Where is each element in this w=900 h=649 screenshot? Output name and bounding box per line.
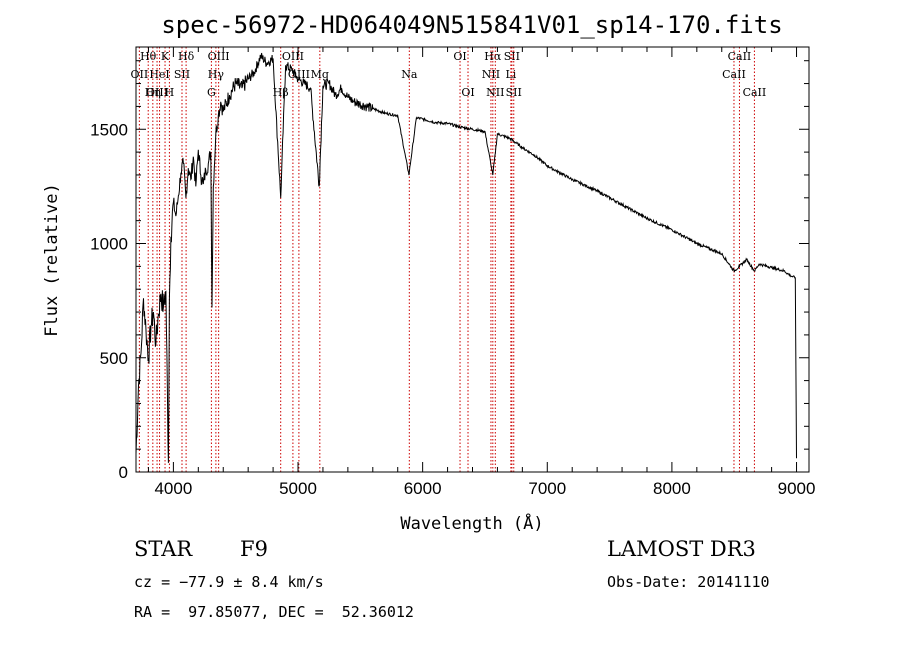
survey-name: LAMOST DR3 xyxy=(607,537,756,561)
spectral-line-label: SII xyxy=(506,86,522,99)
spectral-line-label: OIII xyxy=(146,86,168,99)
spectral-line-label: Mg xyxy=(311,68,329,81)
spectral-line-label: G xyxy=(207,86,216,99)
x-axis-label: Wavelength (Å) xyxy=(400,512,543,534)
spectral-line-label: Na xyxy=(401,68,418,81)
x-tick-label: 4000 xyxy=(154,479,192,498)
spectrum-series-line xyxy=(135,52,797,463)
spectral-line-label: Li xyxy=(505,68,516,81)
spectral-line-label: Hη xyxy=(145,86,161,99)
object-class: STAR xyxy=(134,537,193,561)
x-tick-label: 9000 xyxy=(778,479,816,498)
spectral-line-label: CaII xyxy=(743,86,767,99)
spectral-line-label: CaII xyxy=(728,50,752,63)
axis-ticks-layer: 4000 5000 6000 7000 8000 9000 0 500 1000 1500 xyxy=(90,47,815,498)
spectral-line-label: Hγ xyxy=(208,68,225,81)
spectral-line-label: NII xyxy=(486,86,504,99)
y-tick-label: 0 xyxy=(119,463,128,482)
spectral-line-label: OI xyxy=(453,50,466,63)
y-tick-label: 1000 xyxy=(90,235,128,254)
spectral-line-label: OIII xyxy=(208,50,230,63)
spectral-line-label: Hα xyxy=(484,50,502,63)
spectral-line-label: CaII xyxy=(722,68,746,81)
spectral-line-label: NII xyxy=(482,68,500,81)
redshift-cz: cz = −77.9 ± 8.4 km/s xyxy=(134,573,324,591)
spectral-line-label: H xyxy=(165,86,175,99)
spectrum-chart: spec-56972-HD064049N515841V01_sp14-170.f… xyxy=(42,11,815,534)
plot-frame xyxy=(135,46,810,473)
object-subclass: F9 xyxy=(240,537,268,561)
y-tick-label: 1500 xyxy=(90,120,128,139)
spectral-line-label: Hθ xyxy=(140,50,157,63)
y-axis-label: Flux (relative) xyxy=(42,183,62,337)
spectral-line-label: HeI xyxy=(149,68,169,81)
observation-date: Obs-Date: 20141110 xyxy=(607,573,770,591)
spectral-line-label: K xyxy=(161,50,170,63)
spectral-line-label: OII xyxy=(131,68,149,81)
spectral-line-label: Hδ xyxy=(178,50,195,63)
x-tick-label: 5000 xyxy=(279,479,317,498)
coordinates-ra-dec: RA = 97.85077, DEC = 52.36012 xyxy=(134,603,414,621)
x-tick-label: 6000 xyxy=(404,479,442,498)
x-tick-label: 8000 xyxy=(653,479,691,498)
spectral-line-label: OI xyxy=(461,86,474,99)
x-tick-label: 7000 xyxy=(528,479,566,498)
spectral-line-label: OIII xyxy=(282,50,304,63)
y-tick-label: 500 xyxy=(100,349,128,368)
chart-title: spec-56972-HD064049N515841V01_sp14-170.f… xyxy=(161,11,782,39)
spectral-line-label: SII xyxy=(504,50,520,63)
spectral-line-label: SII xyxy=(174,68,190,81)
